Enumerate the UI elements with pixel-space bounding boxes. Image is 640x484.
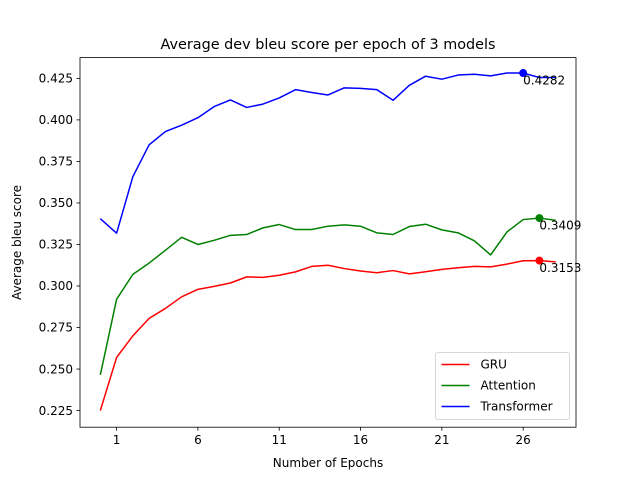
y-tick-label: 0.400 — [39, 113, 73, 127]
legend: GRU Attention Transformer — [435, 352, 570, 420]
y-tick-label: 0.300 — [39, 279, 73, 293]
legend-box — [435, 352, 570, 420]
x-tick-label: 11 — [272, 433, 287, 447]
y-tick-label: 0.250 — [39, 362, 73, 376]
series-line-attention — [99, 217, 556, 376]
max-point-attention — [535, 214, 544, 223]
series-line-gru — [99, 259, 556, 411]
legend-label-transformer: Transformer — [480, 400, 553, 414]
max-point-label-attention: 0.3409 — [539, 219, 581, 233]
x-tick-label: 16 — [353, 433, 368, 447]
y-axis-label: Average bleu score — [10, 185, 24, 300]
x-axis-label: Number of Epochs — [273, 456, 383, 470]
chart-title: Average dev bleu score per epoch of 3 mo… — [160, 37, 495, 53]
x-tick-label: 26 — [516, 433, 531, 447]
plot-frame — [79, 57, 577, 428]
y-tick-label: 0.350 — [39, 196, 73, 210]
ticks-layer: 1 6 11 16 21 260.2250.2500.2750.3000.3250.350… — [39, 72, 531, 448]
series-layer: 0.3153 0.3409 0.4282 — [99, 69, 581, 411]
y-tick-label: 0.275 — [39, 321, 73, 335]
max-point-label-gru: 0.3153 — [539, 261, 581, 275]
y-tick-label: 0.325 — [39, 238, 73, 252]
legend-label-attention: Attention — [481, 379, 536, 393]
x-tick-label: 1 — [113, 433, 121, 447]
x-tick-label: 6 — [194, 433, 202, 447]
max-point-gru — [535, 256, 544, 265]
y-tick-label: 0.225 — [39, 404, 73, 418]
y-tick-label: 0.425 — [39, 72, 73, 86]
legend-label-gru: GRU — [481, 358, 507, 372]
x-tick-label: 21 — [434, 433, 449, 447]
y-tick-label: 0.375 — [39, 155, 73, 169]
series-line-transformer — [99, 72, 556, 234]
max-point-transformer — [519, 69, 528, 78]
max-point-label-transformer: 0.4282 — [523, 74, 565, 88]
